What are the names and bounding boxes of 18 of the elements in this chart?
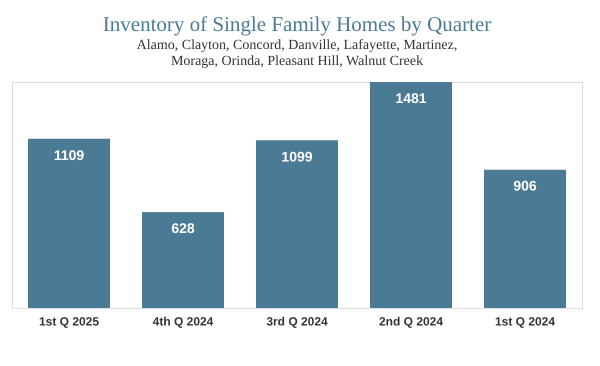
data-label: 1109 xyxy=(54,146,84,163)
data-label: 906 xyxy=(513,178,537,194)
bar xyxy=(370,82,452,308)
chart-title: Inventory of Single Family Homes by Quarter xyxy=(102,12,492,36)
x-tick-label: 1st Q 2025 xyxy=(38,314,100,328)
bar xyxy=(256,140,338,308)
bar xyxy=(142,212,224,308)
text: Moraga, Orinda, Pleasant Hill, Walnut Creek xyxy=(170,54,424,69)
bar xyxy=(28,138,110,308)
bar xyxy=(484,170,566,308)
x-tick-label: 2nd Q 2024 xyxy=(378,314,444,328)
x-tick-label: 3rd Q 2024 xyxy=(266,314,328,328)
data-label: 1099 xyxy=(281,148,313,164)
text: Alamo, Clayton, Concord, Danville, Lafayette, Martinez, xyxy=(136,38,458,53)
x-tick-label: 1st Q 2024 xyxy=(494,314,556,328)
data-label: 628 xyxy=(171,220,195,236)
x-tick-label: 4th Q 2024 xyxy=(152,314,214,328)
data-label: 1481 xyxy=(395,90,427,106)
